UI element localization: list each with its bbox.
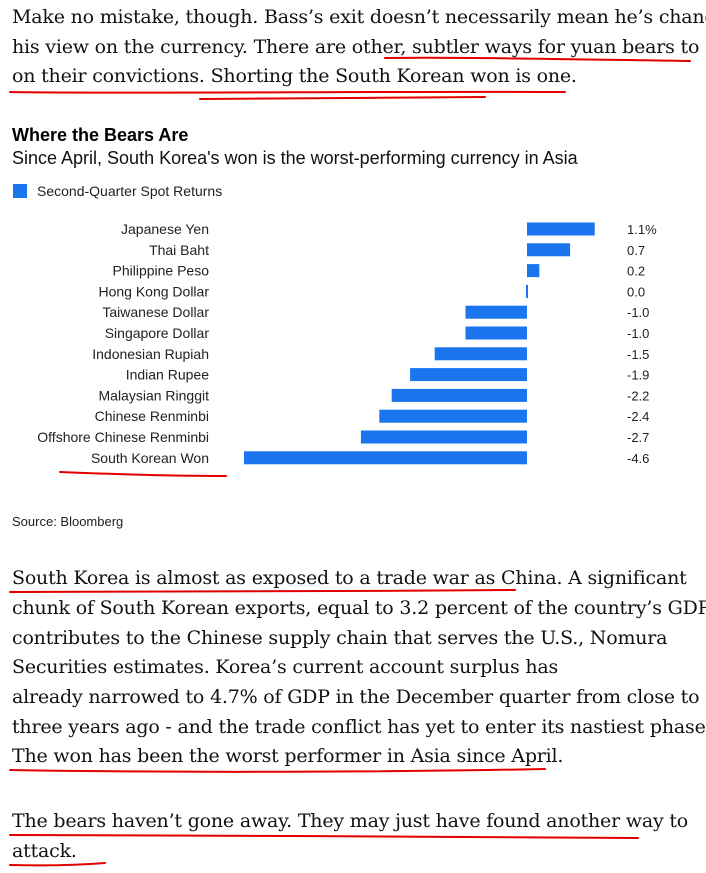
body-line-1: South Korea is almost as exposed to a tr… bbox=[12, 567, 687, 589]
bar bbox=[465, 305, 527, 319]
underline-closing-2 bbox=[9, 862, 106, 867]
intro-line-1: Make no mistake, though. Bass’s exit doe… bbox=[12, 6, 706, 28]
underline-closing-1 bbox=[9, 834, 639, 839]
category-label: Taiwanese Dollar bbox=[102, 304, 209, 320]
value-label: -2.4 bbox=[627, 409, 649, 424]
value-label: -2.7 bbox=[627, 430, 649, 445]
value-label: 0.7 bbox=[627, 243, 645, 258]
legend-label: Second-Quarter Spot Returns bbox=[37, 183, 223, 199]
intro-line-3: on their convictions. Shorting the South… bbox=[12, 65, 577, 87]
chart-legend: Second-Quarter Spot Returns bbox=[13, 182, 222, 200]
bar bbox=[360, 430, 527, 444]
bar bbox=[465, 326, 527, 340]
body-line-4: Securities estimates. Korea’s current ac… bbox=[12, 656, 559, 678]
body-line-3: contributes to the Chinese supply chain … bbox=[12, 627, 668, 649]
value-label: -4.6 bbox=[627, 451, 649, 466]
chart-subtitle: Since April, South Korea's won is the wo… bbox=[12, 148, 578, 168]
value-label: 1.1% bbox=[627, 222, 657, 237]
body-line-7: The won has been the worst performer in … bbox=[12, 745, 564, 767]
category-label: Indian Rupee bbox=[126, 367, 210, 383]
category-label: Thai Baht bbox=[149, 242, 209, 258]
category-label: South Korean Won bbox=[91, 450, 209, 466]
category-label: Chinese Renminbi bbox=[95, 408, 209, 424]
category-label: Indonesian Rupiah bbox=[92, 346, 209, 362]
category-label: Malaysian Ringgit bbox=[99, 387, 210, 403]
category-label: Offshore Chinese Renminbi bbox=[37, 429, 209, 445]
underline-body-1 bbox=[9, 589, 516, 593]
value-label: -1.5 bbox=[627, 347, 649, 362]
chart-source: Source: Bloomberg bbox=[12, 514, 124, 529]
category-label: Philippine Peso bbox=[112, 263, 209, 279]
body-line-5: already narrowed to 4.7% of GDP in the D… bbox=[12, 686, 706, 708]
body-line-6: three years ago - and the trade conflict… bbox=[12, 716, 706, 738]
bar-chart: Japanese Yen 1.1% Thai Baht 0.7 Philippine P… bbox=[37, 221, 657, 466]
chart-title: Where the Bears Are bbox=[12, 125, 189, 145]
value-label: -1.0 bbox=[627, 305, 649, 320]
bar bbox=[391, 388, 527, 402]
value-label: 0.0 bbox=[627, 284, 645, 299]
value-label: 0.2 bbox=[627, 264, 645, 279]
bar bbox=[527, 243, 571, 257]
bar bbox=[527, 264, 540, 278]
value-label: -1.0 bbox=[627, 326, 649, 341]
intro-line-2: his view on the currency. There are othe… bbox=[12, 36, 706, 58]
closing-line-2: attack. bbox=[12, 840, 77, 862]
legend-swatch bbox=[13, 184, 27, 198]
bar bbox=[244, 451, 527, 465]
category-label: Singapore Dollar bbox=[105, 325, 210, 341]
category-label: Hong Kong Dollar bbox=[98, 283, 209, 299]
underline-body-7 bbox=[9, 768, 546, 773]
closing-line-1: The bears haven’t gone away. They may ju… bbox=[12, 810, 689, 832]
value-label: -2.2 bbox=[627, 388, 649, 403]
bar bbox=[379, 409, 527, 423]
bar bbox=[410, 368, 527, 382]
bar bbox=[526, 284, 528, 298]
bar bbox=[434, 347, 527, 361]
bar bbox=[527, 222, 595, 236]
category-label: Japanese Yen bbox=[121, 221, 209, 237]
value-label: -1.9 bbox=[627, 368, 649, 383]
body-line-2: chunk of South Korean exports, equal to … bbox=[12, 597, 706, 619]
